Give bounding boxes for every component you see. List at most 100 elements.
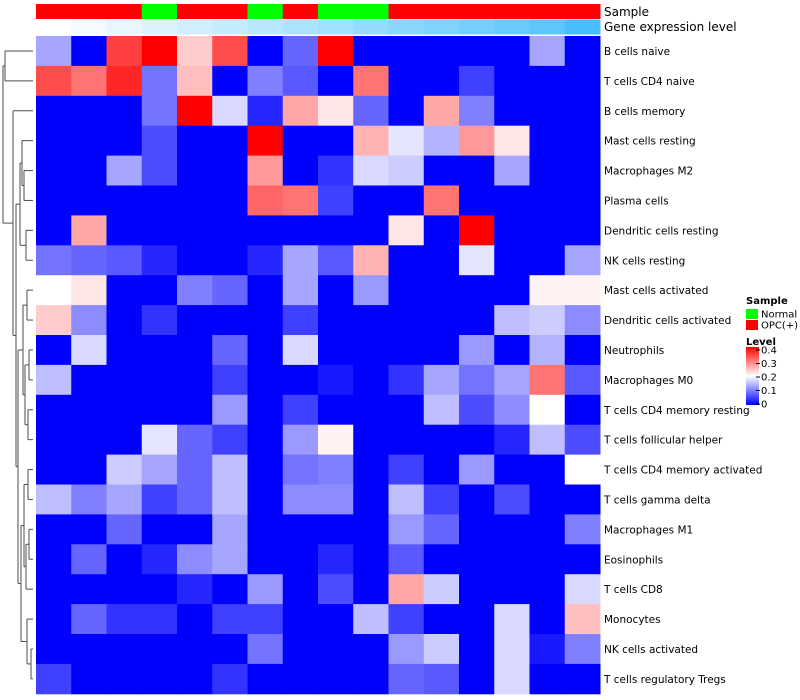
heatmap-cell [106,65,143,97]
heatmap-cell [247,663,284,695]
heatmap-cell [177,305,213,336]
heatmap-cell [459,215,495,246]
heatmap-cell [177,364,213,396]
heatmap-cell [529,155,566,186]
heatmap-cell [494,544,530,575]
heatmap-cell [36,604,72,635]
expression-annotation-label: Gene expression level [604,20,737,34]
heatmap-cell [529,634,566,665]
heatmap-cell [564,424,601,456]
sample-annotation-cell [36,4,72,19]
heatmap-cell [177,514,213,545]
heatmap-cell [423,544,460,575]
heatmap-cell [423,364,460,396]
heatmap-cell [106,36,143,67]
heatmap-cell [564,663,601,695]
heatmap-cell [353,604,389,635]
heatmap-cell [318,514,354,545]
heatmap-cell [282,604,319,635]
sample-annotation-cell [318,4,354,19]
heatmap-cell [177,65,213,97]
heatmap-cell [212,335,248,366]
heatmap-cell [494,454,530,485]
heatmap-cell [141,394,178,426]
heatmap-cell [388,275,425,306]
sample-annotation-cell [353,4,389,19]
row-label: Dendritic cells activated [604,315,731,327]
heatmap-cell [141,215,178,246]
heatmap-cell [494,215,530,246]
level-tick-label: 0.4 [761,346,777,357]
heatmap-cell [388,335,425,366]
heatmap-cell [318,604,354,635]
heatmap-cell [564,185,601,216]
heatmap-cell [529,484,566,515]
heatmap-cell [247,65,284,97]
heatmap-cell [106,275,143,306]
heatmap-cell [247,364,284,396]
heatmap-cell [459,335,495,366]
heatmap-cell [141,275,178,306]
sample-annotation-cell [212,4,248,19]
heatmap-cell [106,185,143,216]
heatmap-cell [388,634,425,665]
heatmap-cell [564,604,601,635]
heatmap-cell [388,514,425,545]
heatmap-cell [36,275,72,306]
heatmap-cell [459,394,495,426]
heatmap-cell [564,454,601,485]
heatmap-cell [212,663,248,695]
heatmap-cell [282,454,319,485]
heatmap-cell [318,364,354,396]
heatmap-cell [36,424,72,456]
expression-annotation-cell [106,19,143,35]
heatmap-cell [318,424,354,456]
heatmap-cell [353,663,389,695]
heatmap-cell [141,305,178,336]
heatmap-cell [177,574,213,605]
sample-annotation-cell [141,4,178,19]
heatmap-cell [459,36,495,67]
heatmap-cell [177,95,213,127]
heatmap-cell [353,514,389,545]
heatmap-cell [459,125,495,157]
expression-annotation-cell [388,19,425,35]
heatmap-cell [36,65,72,97]
expression-annotation-cell [423,19,460,35]
heatmap-cell [423,275,460,306]
heatmap-cell [106,245,143,276]
row-label: T cells CD4 memory activated [603,465,762,477]
heatmap-cell [423,574,460,605]
heatmap-cell [529,36,566,67]
heatmap-cell [282,305,319,336]
row-label: NK cells activated [604,644,698,656]
heatmap-cell [318,275,354,306]
heatmap-cell [36,544,72,575]
heatmap-cell [564,125,601,157]
heatmap-cell [106,394,143,426]
sample-annotation-cell [282,4,319,19]
row-label: Mast cells resting [604,136,696,148]
heatmap-cell [459,185,495,216]
heatmap-cell [177,394,213,426]
heatmap-cell [353,364,389,396]
heatmap-cell [388,574,425,605]
heatmap-cell [282,125,319,157]
heatmap-cell [141,245,178,276]
heatmap-cell [177,125,213,157]
heatmap-cell [318,125,354,157]
heatmap-cell [388,36,425,67]
row-label: Mast cells activated [604,285,708,297]
heatmap-cell [212,394,248,426]
heatmap-cell [423,185,460,216]
heatmap-cell [529,65,566,97]
heatmap-cell [177,544,213,575]
row-label: T cells CD8 [603,584,663,596]
row-label: Macrophages M0 [604,375,693,387]
expression-annotation-cell [71,19,107,35]
row-label: Neutrophils [604,345,664,357]
heatmap-cell [36,663,72,695]
heatmap-cell [494,36,530,67]
level-legend-title: Level [746,337,776,348]
heatmap-cell [282,335,319,366]
